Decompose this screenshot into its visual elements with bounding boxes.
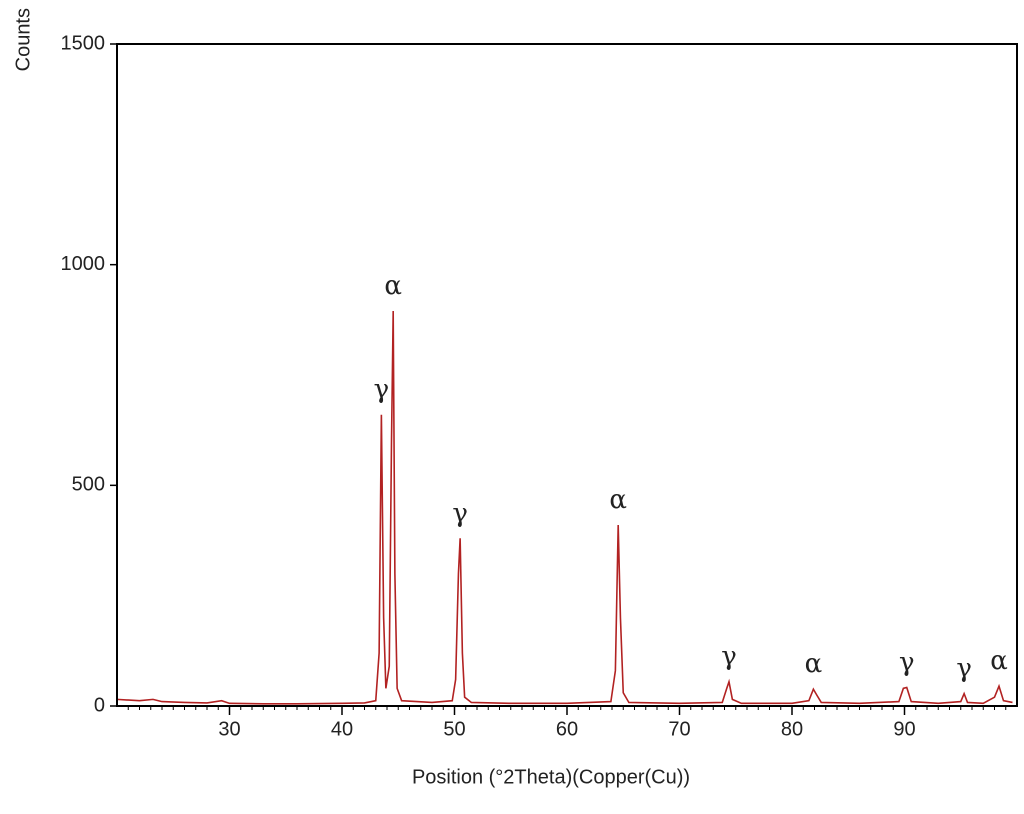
x-tick-label: 60: [556, 718, 578, 740]
y-tick-label: 0: [94, 694, 105, 716]
x-tick-label: 80: [781, 718, 803, 740]
peak-annotation: γ: [899, 647, 915, 677]
peak-annotation: γ: [452, 498, 468, 528]
x-axis-label: Position (°2Theta)(Copper(Cu)): [412, 766, 690, 788]
peak-annotation: γ: [374, 375, 390, 405]
y-tick-label: 500: [72, 474, 105, 496]
x-tick-label: 90: [893, 718, 915, 740]
peak-annotation: γ: [721, 642, 737, 672]
peak-annotation: α: [384, 271, 402, 301]
peak-annotation: α: [990, 646, 1008, 676]
peak-annotation: α: [609, 485, 627, 515]
data-line: [116, 310, 1013, 705]
y-tick-label: 1000: [61, 253, 106, 275]
x-tick-label: 70: [668, 718, 690, 740]
y-tick-label: 1500: [61, 32, 106, 54]
plot-frame: [116, 43, 1018, 707]
peak-annotation: α: [805, 649, 823, 679]
x-tick-label: 40: [331, 718, 353, 740]
peak-annotation: γ: [956, 654, 972, 684]
x-tick-label: 50: [443, 718, 465, 740]
x-tick-label: 30: [218, 718, 240, 740]
y-axis-label: Counts: [12, 8, 34, 71]
